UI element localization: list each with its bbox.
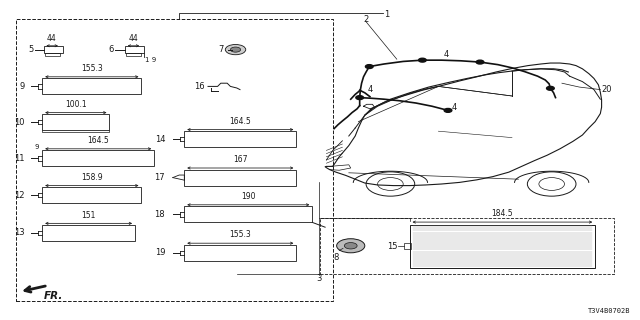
Text: 4: 4 [452,103,457,112]
Text: 44: 44 [128,34,138,43]
Text: 14: 14 [155,135,165,144]
Text: 190: 190 [241,192,255,201]
Bar [410,225,595,268]
Bar [42,114,109,130]
Bar [16,19,333,301]
Text: 7: 7 [219,45,224,54]
Text: 10: 10 [14,118,24,127]
Text: 155.3: 155.3 [230,230,251,239]
Bar [42,225,135,241]
Text: 100.1: 100.1 [65,100,86,109]
Bar [126,53,141,56]
Text: 1 9: 1 9 [145,57,157,63]
Text: T3V4B0702B: T3V4B0702B [588,308,630,314]
Bar [42,78,141,94]
Bar [184,206,312,222]
Text: 164.5: 164.5 [230,117,251,126]
Text: 15: 15 [388,242,398,251]
Text: 18: 18 [154,210,165,219]
Bar [125,46,144,53]
Text: 17: 17 [154,173,165,182]
Text: 11: 11 [14,154,24,163]
Text: 44: 44 [47,34,57,43]
Text: 13: 13 [13,228,24,237]
Text: 4: 4 [444,50,449,59]
Bar [42,187,141,203]
Text: 184.5: 184.5 [492,209,513,218]
Text: 5: 5 [28,45,33,54]
Text: 167: 167 [233,155,248,164]
Text: 3: 3 [316,274,321,283]
Circle shape [225,44,246,55]
Circle shape [356,96,364,100]
Bar [45,53,60,56]
Text: 1: 1 [384,10,389,19]
Text: 151: 151 [81,211,96,220]
Text: 12: 12 [14,191,24,200]
Text: 164.5: 164.5 [88,136,109,145]
Text: 9: 9 [35,144,40,150]
Circle shape [547,86,554,90]
Text: 20: 20 [602,85,612,94]
Bar [404,243,411,250]
Text: 19: 19 [155,248,165,257]
Bar [184,131,296,147]
Bar [320,218,614,274]
Circle shape [444,108,452,112]
Circle shape [365,65,373,68]
Text: FR.: FR. [44,291,63,301]
Circle shape [419,58,426,62]
Circle shape [337,239,365,253]
Text: 8: 8 [334,253,339,262]
Bar [184,170,296,186]
Bar [44,46,63,53]
Bar [184,245,296,261]
Bar [42,150,154,166]
Circle shape [230,47,241,52]
Text: 155.3: 155.3 [81,64,102,73]
Text: 6: 6 [108,45,113,54]
Circle shape [344,243,357,249]
Text: 16: 16 [194,82,205,91]
Text: 158.9: 158.9 [81,173,102,182]
Circle shape [476,60,484,64]
Text: 4: 4 [367,85,372,94]
Text: 9: 9 [19,82,24,91]
Text: 2: 2 [364,15,369,24]
